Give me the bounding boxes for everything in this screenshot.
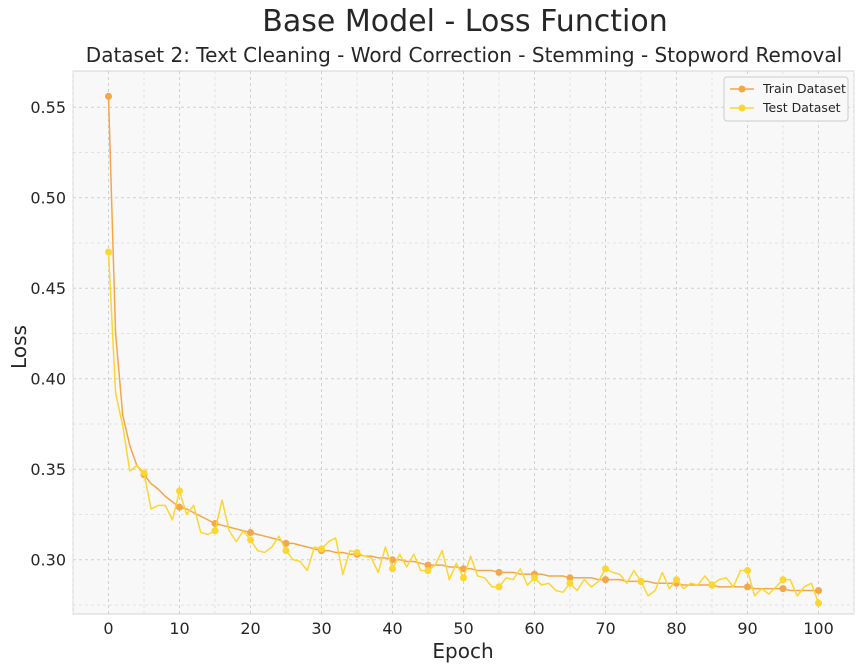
data-point-train-dataset xyxy=(602,576,609,584)
series-layer xyxy=(105,92,822,607)
data-point-test-dataset xyxy=(495,583,503,591)
legend-test-label: Test Dataset xyxy=(762,100,841,115)
data-point-train-dataset xyxy=(779,585,787,593)
data-point-test-dataset xyxy=(211,527,219,535)
x-tick-label: 30 xyxy=(311,619,331,638)
x-tick-label: 0 xyxy=(103,619,113,638)
y-tick-label: 0.50 xyxy=(30,189,66,208)
x-tick-label: 20 xyxy=(240,619,260,638)
legend-train-marker xyxy=(738,85,746,93)
data-point-train-dataset xyxy=(744,583,751,591)
data-point-test-dataset xyxy=(637,577,645,585)
y-tick-label: 0.35 xyxy=(30,460,66,479)
x-tick-label: 70 xyxy=(595,619,615,638)
data-point-test-dataset xyxy=(282,547,290,555)
data-point-train-dataset xyxy=(282,539,290,547)
y-tick-label: 0.45 xyxy=(30,279,66,298)
data-point-test-dataset xyxy=(353,548,361,556)
x-tick-label: 50 xyxy=(453,619,473,638)
y-tick-label: 0.55 xyxy=(30,98,66,117)
data-point-test-dataset xyxy=(176,487,183,495)
data-point-train-dataset xyxy=(495,568,503,576)
data-point-test-dataset xyxy=(673,576,680,584)
x-tick-label: 90 xyxy=(737,619,757,638)
data-point-test-dataset xyxy=(566,579,574,587)
x-tick-label: 40 xyxy=(382,619,402,638)
legend-box xyxy=(723,76,849,122)
x-tick-label: 60 xyxy=(524,619,544,638)
legend-test-marker xyxy=(738,104,746,112)
data-point-test-dataset xyxy=(531,574,538,582)
y-axis-label: Loss xyxy=(7,325,31,369)
legend: Train Dataset Test Dataset xyxy=(723,76,849,122)
x-tick-label: 10 xyxy=(169,619,189,638)
x-tick-label: 80 xyxy=(666,619,686,638)
data-point-test-dataset xyxy=(247,536,254,544)
data-point-test-dataset xyxy=(140,469,148,477)
data-point-test-dataset xyxy=(815,599,822,607)
data-point-test-dataset xyxy=(744,567,751,575)
data-point-test-dataset xyxy=(460,574,467,582)
y-tick-label: 0.30 xyxy=(30,551,66,570)
x-axis-label: Epoch xyxy=(432,639,493,663)
data-point-train-dataset xyxy=(424,561,432,569)
data-point-train-dataset xyxy=(105,92,112,100)
data-point-test-dataset xyxy=(602,565,609,573)
data-point-test-dataset xyxy=(318,545,325,553)
x-tick-label: 100 xyxy=(803,619,834,638)
data-point-test-dataset xyxy=(105,248,112,256)
data-point-train-dataset xyxy=(247,529,254,537)
chart-title: Base Model - Loss Function xyxy=(262,4,668,39)
y-axis: 0.30 0.35 0.40 0.45 0.50 0.55 xyxy=(30,98,66,570)
data-point-test-dataset xyxy=(708,581,716,589)
legend-train-label: Train Dataset xyxy=(762,81,846,96)
data-point-test-dataset xyxy=(424,567,432,575)
x-axis: 0 10 20 30 40 50 60 70 80 90 100 xyxy=(103,619,833,638)
data-point-test-dataset xyxy=(779,576,787,584)
y-tick-label: 0.40 xyxy=(30,370,66,389)
data-point-test-dataset xyxy=(389,565,396,573)
data-point-train-dataset xyxy=(566,574,574,582)
data-point-train-dataset xyxy=(176,503,183,511)
data-point-train-dataset xyxy=(815,586,822,594)
grid xyxy=(72,71,855,614)
chart-subtitle: Dataset 2: Text Cleaning - Word Correcti… xyxy=(86,43,842,67)
